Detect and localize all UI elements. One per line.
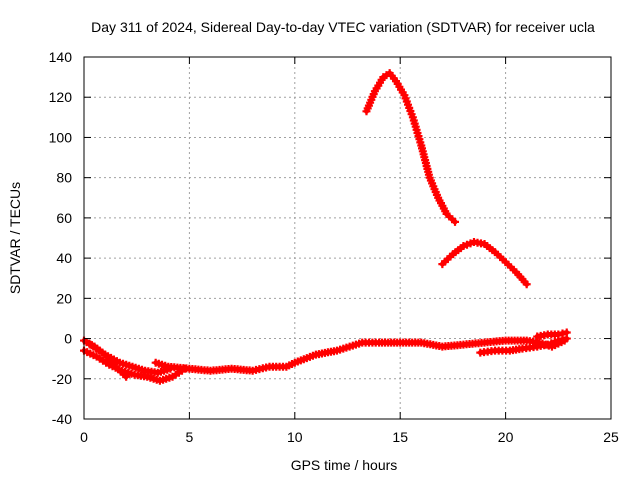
y-tick-label: -20: [52, 371, 72, 387]
y-tick-label: 80: [56, 170, 72, 186]
y-tick-label: 40: [56, 250, 72, 266]
y-tick-label: -40: [52, 411, 72, 427]
series-arc-7: [476, 334, 571, 357]
series-arc-8: [533, 328, 571, 341]
x-tick-label: 25: [603, 429, 619, 445]
x-tick-label: 20: [498, 429, 514, 445]
x-axis-label: GPS time / hours: [291, 457, 398, 473]
y-tick-label: 140: [49, 49, 73, 65]
y-tick-label: 20: [56, 290, 72, 306]
y-tick-label: 120: [49, 89, 73, 105]
y-tick-label: 100: [49, 129, 73, 145]
x-tick-label: 0: [80, 429, 88, 445]
series-arc-6: [438, 238, 531, 289]
data-point: [522, 280, 531, 289]
x-tick-label: 15: [392, 429, 408, 445]
series-arc-3: [86, 340, 175, 377]
data-point: [562, 328, 571, 337]
x-tick-label: 10: [287, 429, 303, 445]
plot-data: [80, 69, 571, 385]
y-tick-label: 0: [64, 331, 72, 347]
x-tick-label: 5: [186, 429, 194, 445]
grid: [84, 57, 611, 419]
data-point: [451, 217, 460, 226]
axis-ticks: 0 5 10 15 20 25 -40 -20 0 20 40 60 80 100 120 140: [49, 49, 619, 445]
series-arc-4: [151, 336, 569, 375]
series-arc-5: [362, 69, 460, 226]
y-axis-label: SDTVAR / TECUs: [7, 182, 23, 294]
y-tick-label: 60: [56, 210, 72, 226]
plot-frame: [83, 56, 612, 420]
chart-title: Day 311 of 2024, Sidereal Day-to-day VTE…: [91, 19, 595, 35]
